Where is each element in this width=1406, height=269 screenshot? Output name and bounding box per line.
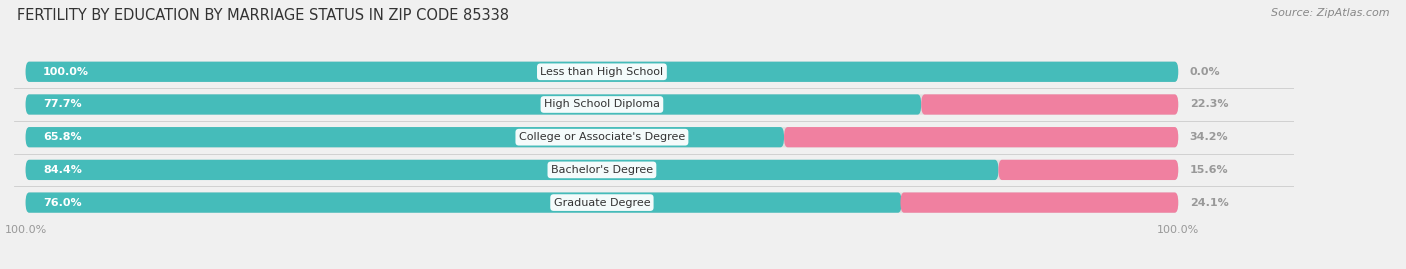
FancyBboxPatch shape — [921, 94, 1178, 115]
Text: 0.0%: 0.0% — [1189, 67, 1220, 77]
FancyBboxPatch shape — [25, 127, 1178, 147]
FancyBboxPatch shape — [25, 127, 785, 147]
Text: Graduate Degree: Graduate Degree — [554, 198, 650, 208]
Text: Bachelor's Degree: Bachelor's Degree — [551, 165, 652, 175]
FancyBboxPatch shape — [25, 192, 1178, 213]
Text: 22.3%: 22.3% — [1189, 100, 1229, 109]
Text: Less than High School: Less than High School — [540, 67, 664, 77]
Text: 15.6%: 15.6% — [1189, 165, 1229, 175]
FancyBboxPatch shape — [998, 160, 1178, 180]
FancyBboxPatch shape — [25, 160, 998, 180]
FancyBboxPatch shape — [25, 94, 921, 115]
FancyBboxPatch shape — [900, 192, 1178, 213]
FancyBboxPatch shape — [785, 127, 1178, 147]
Text: Source: ZipAtlas.com: Source: ZipAtlas.com — [1271, 8, 1389, 18]
Text: High School Diploma: High School Diploma — [544, 100, 659, 109]
Text: 77.7%: 77.7% — [42, 100, 82, 109]
Text: 34.2%: 34.2% — [1189, 132, 1229, 142]
FancyBboxPatch shape — [25, 192, 901, 213]
Text: 76.0%: 76.0% — [42, 198, 82, 208]
FancyBboxPatch shape — [25, 94, 1178, 115]
Text: 24.1%: 24.1% — [1189, 198, 1229, 208]
FancyBboxPatch shape — [25, 62, 1178, 82]
Text: FERTILITY BY EDUCATION BY MARRIAGE STATUS IN ZIP CODE 85338: FERTILITY BY EDUCATION BY MARRIAGE STATU… — [17, 8, 509, 23]
FancyBboxPatch shape — [25, 62, 1178, 82]
FancyBboxPatch shape — [25, 160, 1178, 180]
Text: College or Associate's Degree: College or Associate's Degree — [519, 132, 685, 142]
Text: 84.4%: 84.4% — [42, 165, 82, 175]
Text: 65.8%: 65.8% — [42, 132, 82, 142]
Text: 100.0%: 100.0% — [42, 67, 89, 77]
